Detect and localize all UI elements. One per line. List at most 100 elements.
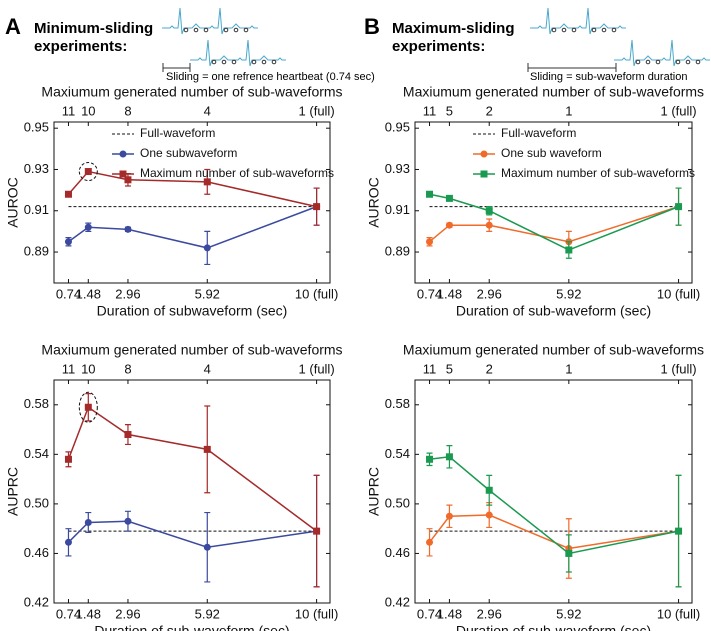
x2-axis-title: Maxiumum generated number of sub-wavefor…	[41, 342, 342, 358]
x2-tick-label: 1 (full)	[660, 361, 696, 376]
x-axis-title: Duration of subwaveform (sec)	[97, 303, 288, 319]
y-axis-title: AUPRC	[5, 467, 21, 516]
data-point	[64, 238, 72, 246]
x2-tick-label: 5	[446, 103, 453, 118]
y-tick-label: 0.93	[24, 161, 49, 176]
legend-marker	[119, 170, 127, 178]
data-point	[565, 246, 573, 254]
data-point	[675, 203, 683, 211]
highlight-ellipse	[78, 162, 98, 182]
y-tick-label: 0.50	[385, 495, 410, 510]
data-point	[485, 207, 493, 215]
panel-note: Sliding = one refrence heartbeat (0.74 s…	[166, 71, 375, 83]
x2-tick-label: 1 (full)	[299, 103, 335, 118]
x2-tick-label: 2	[486, 361, 493, 376]
x-tick-label: 2.96	[477, 286, 502, 301]
highlight-ellipse	[78, 391, 98, 423]
data-point	[445, 221, 453, 229]
data-point	[313, 203, 321, 211]
x-tick-label: 1.48	[76, 606, 101, 621]
bracket	[527, 63, 617, 72]
legend-label: One sub waveform	[501, 146, 602, 160]
series-line	[68, 205, 317, 249]
y-tick-label: 0.46	[24, 545, 49, 560]
legend-label: Full-waveform	[140, 126, 215, 140]
y-tick-label: 0.46	[385, 545, 410, 560]
x-tick-label: 2.96	[115, 286, 140, 301]
data-point	[426, 455, 434, 463]
plot-frame	[53, 379, 331, 604]
y-tick-label: 0.95	[24, 120, 49, 135]
data-point	[485, 486, 493, 494]
bracket	[162, 63, 191, 72]
x-tick-label: 0.74	[56, 606, 81, 621]
x-tick-label: 2.96	[477, 606, 502, 621]
x2-tick-label: 11	[423, 103, 437, 118]
x2-axis-title: Maxiumum generated number of sub-wavefor…	[403, 342, 704, 358]
x2-tick-label: 2	[486, 103, 493, 118]
data-point	[445, 512, 453, 520]
x-tick-label: 1.48	[437, 606, 462, 621]
data-point	[124, 431, 132, 439]
x-tick-label: 0.74	[417, 606, 442, 621]
plot-frame	[53, 121, 331, 284]
x-tick-label: 2.96	[115, 606, 140, 621]
x-tick-label: 10 (full)	[657, 286, 700, 301]
y-tick-label: 0.91	[24, 202, 49, 217]
x2-tick-label: 1	[565, 103, 572, 118]
x-axis-title: Duration of sub-waveform (sec)	[456, 623, 651, 631]
x-tick-label: 0.74	[417, 286, 442, 301]
data-point	[203, 445, 211, 453]
data-point	[64, 190, 72, 198]
x2-tick-label: 1 (full)	[660, 103, 696, 118]
legend-label: Maximum number of sub-waveforms	[501, 166, 695, 180]
x2-tick-label: 4	[204, 103, 211, 118]
panel-label: A	[5, 14, 21, 39]
y-tick-label: 0.54	[385, 446, 410, 461]
y-tick-label: 0.58	[385, 396, 410, 411]
y-axis-title: AUPRC	[366, 467, 382, 516]
plot-frame	[414, 121, 693, 284]
y-axis-title: AUROC	[5, 177, 21, 228]
y-tick-label: 0.89	[385, 243, 410, 258]
x2-tick-label: 1	[565, 361, 572, 376]
data-point	[426, 538, 434, 546]
data-point	[426, 190, 434, 198]
x-tick-label: 5.92	[195, 286, 220, 301]
data-point	[84, 223, 92, 231]
x2-tick-label: 11	[423, 361, 437, 376]
data-point	[445, 194, 453, 202]
data-point	[64, 455, 72, 463]
series-line	[428, 514, 679, 550]
x-tick-label: 5.92	[556, 606, 581, 621]
data-point	[675, 527, 683, 535]
x-tick-label: 5.92	[195, 606, 220, 621]
ecg-illustration	[161, 7, 259, 35]
x-tick-label: 10 (full)	[657, 606, 700, 621]
x-tick-label: 5.92	[556, 286, 581, 301]
ecg-illustration	[613, 39, 711, 67]
x-axis-title: Duration of sub-waveform (sec)	[94, 623, 289, 631]
data-point	[124, 176, 132, 184]
legend-marker	[119, 150, 127, 158]
y-tick-label: 0.42	[385, 594, 410, 609]
x2-tick-label: 11	[62, 361, 76, 376]
panel-label: B	[364, 14, 380, 39]
data-point	[124, 517, 132, 525]
data-point	[64, 538, 72, 546]
y-tick-label: 0.95	[385, 120, 410, 135]
data-point	[485, 221, 493, 229]
legend-marker	[480, 150, 488, 158]
y-tick-label: 0.58	[24, 396, 49, 411]
series-line	[67, 520, 317, 549]
panel-title: Maximum-sliding experiments:	[392, 20, 515, 55]
legend-label: Maximum number of sub-waveforms	[140, 166, 334, 180]
data-point	[203, 178, 211, 186]
data-point	[313, 527, 321, 535]
data-point	[426, 238, 434, 246]
legend-marker	[480, 170, 488, 178]
plot-frame	[414, 379, 693, 604]
x2-tick-label: 11	[62, 103, 76, 118]
